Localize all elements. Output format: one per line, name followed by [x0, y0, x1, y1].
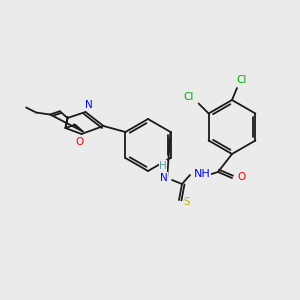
Text: N: N	[85, 100, 92, 110]
Text: H: H	[159, 161, 167, 171]
Text: O: O	[75, 137, 84, 147]
Text: N: N	[160, 173, 168, 183]
Text: S: S	[184, 197, 190, 207]
Text: O: O	[237, 172, 245, 182]
Text: NH: NH	[194, 169, 210, 179]
Text: Cl: Cl	[237, 75, 247, 85]
Text: Cl: Cl	[183, 92, 194, 101]
